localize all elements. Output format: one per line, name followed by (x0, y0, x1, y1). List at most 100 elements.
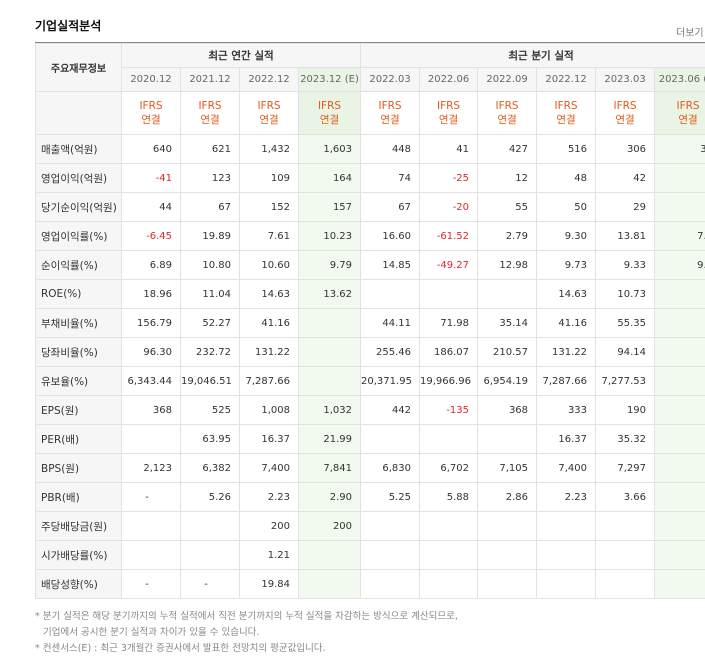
accounting-standard-header: IFRS 연결 (654, 91, 705, 135)
value-cell: 131.22 (536, 337, 597, 367)
value-cell: 6,702 (419, 453, 479, 483)
value-cell: 10.80 (180, 250, 240, 280)
period-header: 2022.03 (360, 67, 421, 92)
row-label: PBR(배) (35, 482, 122, 512)
row-label: BPS(원) (35, 453, 122, 483)
value-cell: -135 (419, 395, 479, 425)
row-label: 매출액(억원) (35, 134, 122, 164)
row-label: 영업이익(억원) (35, 163, 122, 193)
consolidated-label: 연결 (615, 114, 635, 126)
value-cell: 200 (297, 511, 362, 541)
consolidated-label: 연결 (556, 114, 576, 126)
value-cell: 96.30 (121, 337, 181, 367)
value-cell: 44 (121, 192, 181, 222)
value-cell (536, 540, 597, 570)
value-cell: 2,123 (121, 453, 181, 483)
value-cell: 525 (180, 395, 240, 425)
value-cell (180, 540, 240, 570)
value-cell: 19,046.51 (180, 366, 240, 396)
value-cell: 10.23 (297, 221, 362, 251)
value-cell (419, 279, 479, 309)
annual-group-header: 최근 연간 실적 (120, 43, 362, 68)
value-cell: 190 (595, 395, 656, 425)
value-cell (654, 569, 705, 599)
row-label: 부채비율(%) (35, 308, 122, 338)
value-cell (419, 511, 479, 541)
value-cell: 1,603 (297, 134, 362, 164)
footnote-1: * 분기 실적은 해당 분기까지의 누적 실적에서 직전 분기까지의 누적 실적… (35, 611, 458, 622)
table-row: 당좌비율(%) 96.30 232.72 131.22 255.46 186.07 210.… (35, 337, 705, 367)
value-cell: 35.32 (595, 424, 656, 454)
value-cell: 31 (654, 134, 705, 164)
value-cell (595, 511, 656, 541)
value-cell: 10.73 (595, 279, 656, 309)
value-cell (595, 569, 656, 599)
value-cell (297, 540, 362, 570)
value-cell: 164 (297, 163, 362, 193)
value-cell: -61.52 (419, 221, 479, 251)
ifrs-label: IFRS (198, 100, 222, 112)
value-cell: 50 (536, 192, 597, 222)
period-header: 2020.12 (121, 67, 181, 92)
row-label: 당좌비율(%) (35, 337, 122, 367)
value-cell: 12 (477, 163, 538, 193)
value-cell (654, 482, 705, 512)
table-body: 매출액(억원)6406211,4321,6034484142751630631영… (35, 134, 705, 599)
value-cell (360, 569, 421, 599)
value-cell: 1.21 (239, 540, 299, 570)
value-cell: 5.88 (419, 482, 479, 512)
value-cell (360, 511, 421, 541)
value-cell: 13.81 (595, 221, 656, 251)
value-cell (419, 540, 479, 570)
date-header-row: 2020.12 2021.12 2022.12 2023.12 (E) 2022.03 2… (36, 67, 705, 92)
value-cell (180, 511, 240, 541)
value-cell (654, 279, 705, 309)
value-cell: 9.30 (536, 221, 597, 251)
value-cell: 21.99 (297, 424, 362, 454)
value-cell: - (121, 569, 181, 599)
consolidated-label: 연결 (438, 114, 459, 126)
value-cell: 1,432 (239, 134, 299, 164)
value-cell: 516 (536, 134, 597, 164)
value-cell: 48 (536, 163, 597, 193)
value-cell: 200 (239, 511, 299, 541)
value-cell: 3 (654, 192, 705, 222)
table-row: PER(배) 63.95 16.37 21.99 16.37 35.32 (35, 424, 705, 454)
value-cell (654, 308, 705, 338)
corner-header: 주요재무정보 (35, 43, 122, 92)
table-row: 순이익률(%) 6.89 10.80 10.60 9.79 14.85 -49.27 12.9… (35, 250, 705, 280)
consolidated-label: 연결 (497, 114, 517, 126)
consolidated-label: 연결 (319, 114, 340, 126)
more-link[interactable]: 더보기 (676, 28, 704, 39)
table-row: 영업이익률(%) -6.45 19.89 7.61 10.23 16.60 -61.52 2.… (35, 221, 705, 251)
table-row: 시가배당률(%) 1.21 (35, 540, 705, 570)
value-cell: 35.14 (477, 308, 538, 338)
value-cell: 6,954.19 (477, 366, 538, 396)
accounting-standard-header: IFRS 연결 (180, 91, 240, 135)
value-cell: 19,966.96 (419, 366, 479, 396)
value-cell: 2.86 (477, 482, 538, 512)
consolidated-label: 연결 (678, 114, 698, 126)
table-row: EPS(원) 368 525 1,008 1,032 442 -135 368 333 190 (35, 395, 705, 425)
value-cell: 9.33 (595, 250, 656, 280)
period-header: 2022.09 (477, 67, 538, 92)
value-cell (477, 279, 538, 309)
value-cell: 3.66 (595, 482, 656, 512)
value-cell: 7,105 (477, 453, 538, 483)
value-cell: 157 (297, 192, 362, 222)
row-label: PER(배) (35, 424, 122, 454)
value-cell: 232.72 (180, 337, 240, 367)
value-cell (419, 424, 479, 454)
value-cell (536, 511, 597, 541)
ifrs-header-row: IFRS 연결 IFRS 연결 IFRS 연결 IFRS 연결 IFRS 연결 IFRS 연결 IFRS… (35, 91, 705, 135)
ifrs-label: IFRS (317, 100, 342, 112)
table-row: BPS(원) 2,123 6,382 7,400 7,841 6,830 6,702 7,10… (35, 453, 705, 483)
value-cell (654, 453, 705, 483)
value-cell: 2.23 (536, 482, 597, 512)
period-header: 2022.12 (536, 67, 597, 92)
value-cell (654, 540, 705, 570)
table-row: 부채비율(%) 156.79 52.27 41.16 44.11 71.98 35.14 41… (35, 308, 705, 338)
table-row: PBR(배) -5.26 2.23 2.90 5.25 5.88 2.86 2.23 3.66 (35, 482, 705, 512)
value-cell (477, 569, 538, 599)
